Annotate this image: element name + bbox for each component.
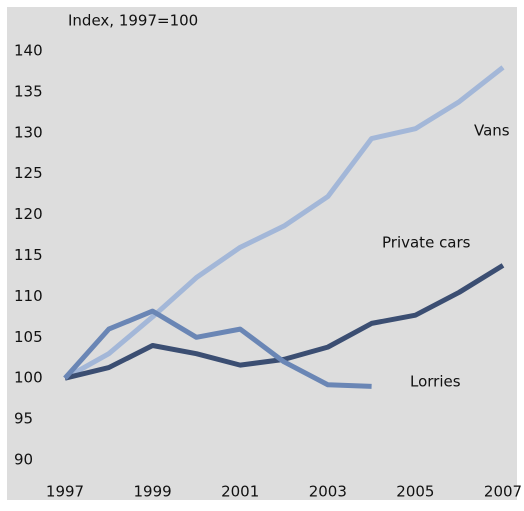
y-tick-label: 120 [14,205,43,223]
y-tick-label: 135 [14,82,43,100]
y-tick-label: 125 [14,164,43,182]
x-tick-label: 2003 [309,483,347,501]
x-tick-label: 2005 [396,483,434,501]
series-label: Vans [474,122,510,140]
y-tick-label: 100 [14,369,43,387]
y-axis-label: Index, 1997=100 [68,12,198,30]
y-tick-label: 95 [14,410,33,428]
y-tick-label: 105 [14,328,43,346]
series-line [63,308,372,389]
series-line [63,65,505,381]
x-tick-label: 2001 [221,483,259,501]
y-tick-label: 110 [14,287,43,305]
x-tick-label: 1997 [46,483,84,501]
y-tick-label: 140 [14,42,43,60]
plot-background [7,7,517,500]
x-tick-label: 1999 [134,483,172,501]
x-tick-label: 2007 [484,483,522,501]
y-tick-label: 115 [14,246,43,264]
y-tick-label: 130 [14,123,43,141]
series-label: Lorries [410,373,461,391]
series-label: Private cars [382,234,471,252]
y-tick-label: 90 [14,451,33,469]
